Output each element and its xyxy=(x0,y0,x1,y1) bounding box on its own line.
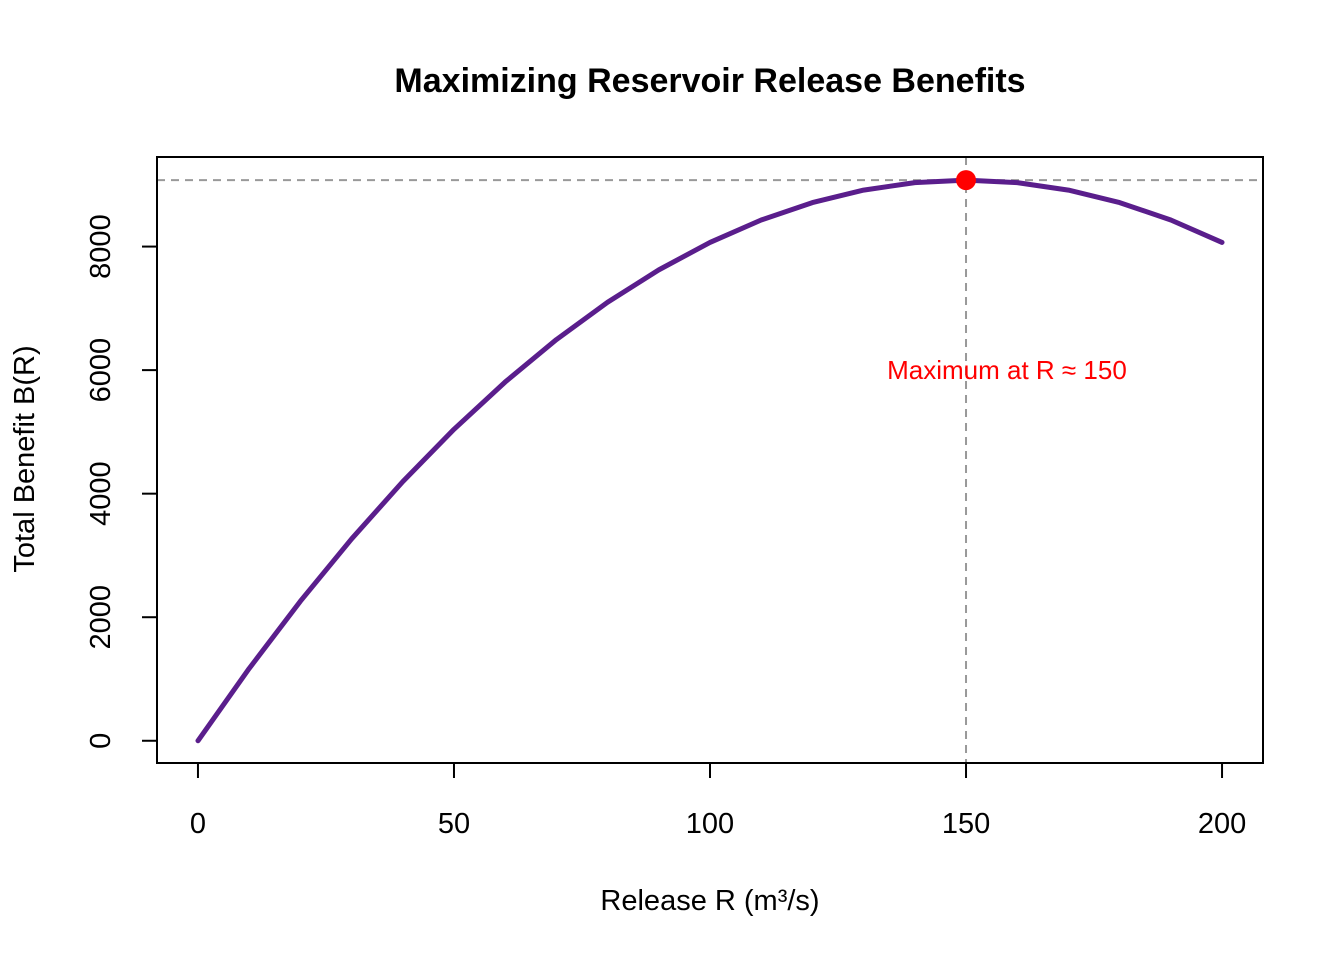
chart-title: Maximizing Reservoir Release Benefits xyxy=(394,62,1025,100)
x-tick-label: 150 xyxy=(942,808,990,840)
max-annotation: Maximum at R ≈ 150 xyxy=(887,355,1127,385)
marker-layer xyxy=(956,170,977,191)
x-tick-label: 0 xyxy=(190,808,206,840)
x-axis-label: Release R (m³/s) xyxy=(600,885,819,917)
x-tick-label: 50 xyxy=(438,808,470,840)
y-axis: 0 2000 4000 6000 8000 xyxy=(85,214,158,749)
x-tick-label: 100 xyxy=(686,808,734,840)
y-tick-label: 8000 xyxy=(85,214,117,279)
y-tick-label: 6000 xyxy=(85,338,117,403)
y-tick-label: 2000 xyxy=(85,585,117,650)
x-tick-label: 200 xyxy=(1198,808,1246,840)
x-axis: 0 50 100 150 200 xyxy=(190,762,1246,840)
y-tick-label: 4000 xyxy=(85,461,117,526)
y-axis-label: Total Benefit B(R) xyxy=(9,345,41,572)
reference-lines xyxy=(157,157,1263,763)
series-layer xyxy=(195,177,1225,744)
y-tick-label: 0 xyxy=(85,733,117,749)
max-point xyxy=(956,170,977,191)
series-line xyxy=(195,177,1225,744)
